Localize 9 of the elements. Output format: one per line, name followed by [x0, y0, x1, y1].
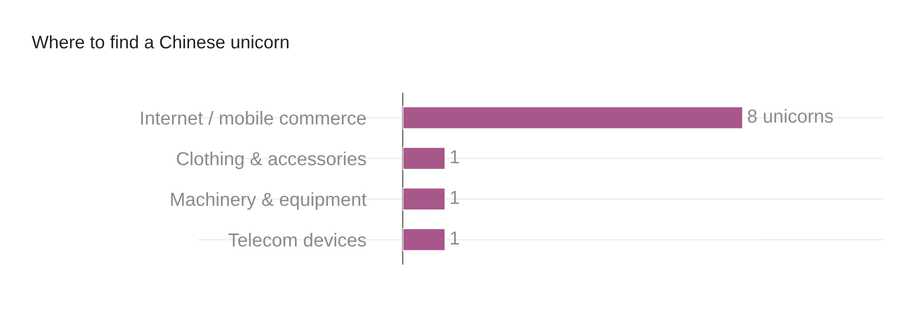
data-label: 8 unicorns	[748, 109, 833, 123]
y-tick-label: Machinery & equipment	[171, 192, 366, 210]
y-tick-label: Internet / mobile commerce	[141, 110, 366, 125]
y-tick-label: Clothing & accessories	[176, 152, 366, 170]
data-label: 1	[450, 232, 459, 245]
data-label: 1	[450, 190, 459, 204]
text: Where to find a Chinese unicorn	[32, 35, 288, 48]
data-label: 1	[450, 150, 459, 164]
y-tick-label: Telecom devices	[228, 232, 366, 247]
